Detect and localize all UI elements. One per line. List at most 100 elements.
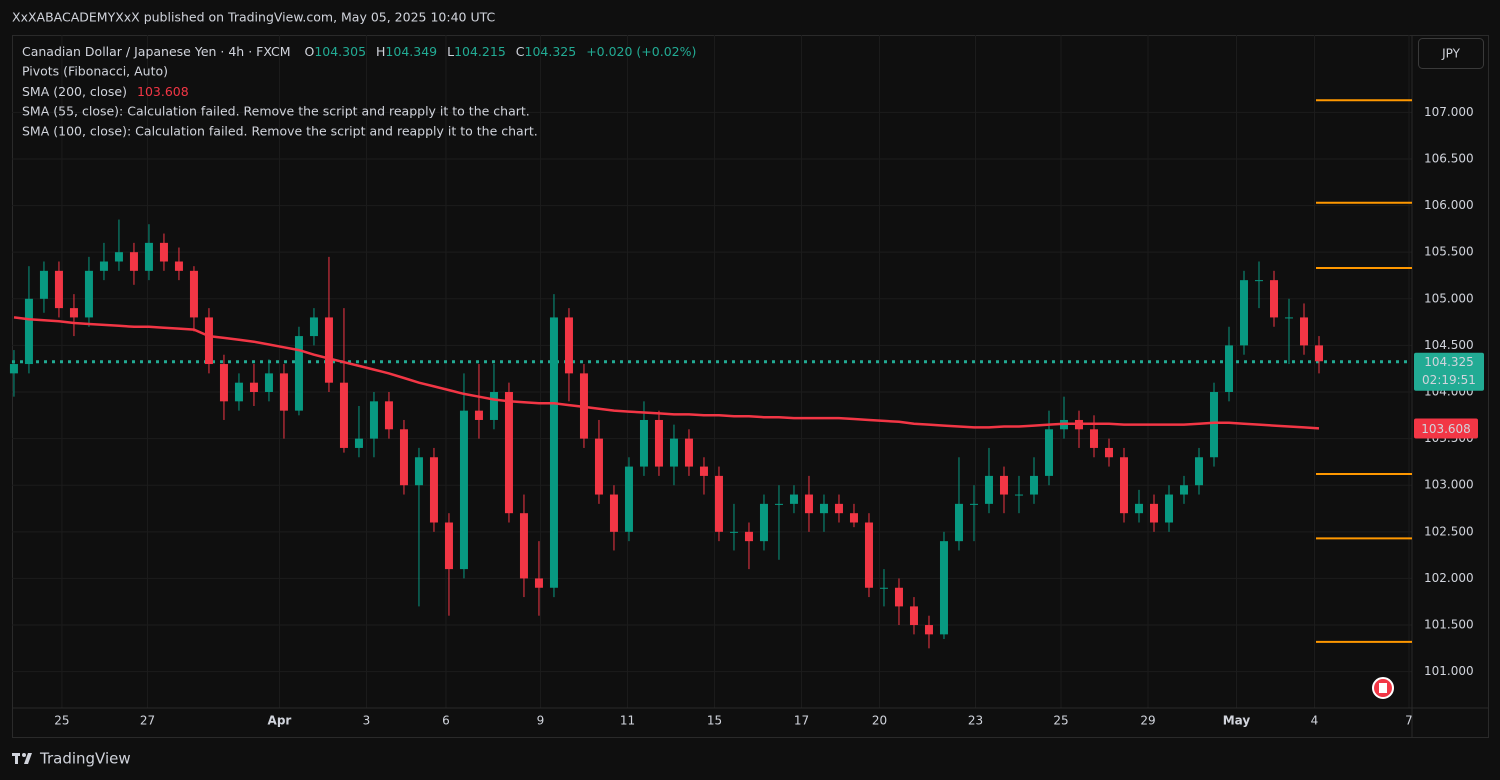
candle-body [1044,429,1053,476]
candle-body [414,457,423,486]
candle-body [714,475,723,532]
x-tick-label: 20 [872,714,887,728]
candle-body [609,494,618,532]
x-tick-label: 3 [363,714,371,728]
indicator[interactable]: Pivots (Fibonacci, Auto) [22,64,168,79]
candle-body [309,317,318,337]
candle-body [144,242,153,271]
flag-icon-center [1379,683,1387,693]
candle-body [939,541,948,635]
candle-body [594,438,603,495]
candle-body [984,475,993,504]
brand-logo [12,753,32,764]
plot: 101.000101.500102.000102.500103.000103.5… [9,35,1488,737]
x-tick-label: May [1223,714,1251,728]
candle-body [264,373,273,393]
candle-body [849,513,858,523]
logo-part [22,753,26,757]
candle-body [1029,475,1038,495]
candle-body [1194,457,1203,486]
candle-body [774,503,783,505]
x-tick-label: 6 [442,714,450,728]
candle-body [234,382,243,402]
candle-body [729,531,738,533]
candle-body [294,336,303,411]
currency: JPY [1441,47,1461,61]
candle-body [369,401,378,439]
candle-body [159,242,168,262]
candle-body [894,587,903,607]
candle-body [129,252,138,271]
candle-body [384,401,393,430]
candle-body [1014,494,1023,496]
candle-body [279,373,288,411]
candle-body [1254,280,1263,282]
candle-body [1269,280,1278,318]
candle-body [624,466,633,532]
brand: TradingView [39,750,131,768]
candle-body [699,466,708,476]
candle-body [564,317,573,374]
y-tick-label: 102.000 [1424,571,1474,585]
candle-body [864,522,873,588]
candle-body [969,503,978,505]
ohlc-value: 104.325 [525,44,577,59]
sma-box [1414,418,1478,439]
logo-part [15,753,18,764]
candle-body [1134,503,1143,514]
candle-body [339,382,348,448]
candle-body [1224,345,1233,393]
candle-body [999,475,1008,495]
x-tick-label: 11 [620,714,635,728]
y-tick-label: 106.500 [1424,151,1474,165]
candle-body [249,382,258,393]
candle-body [189,270,198,318]
candle-body [804,494,813,514]
logo-part [24,753,32,764]
x-tick-label: 25 [1053,714,1068,728]
ohlc-label: H [376,44,385,59]
x-tick-label: 7 [1405,714,1413,728]
candle-body [519,513,528,579]
candle-body [924,625,933,635]
candle-body [69,308,78,318]
ohlc-label: O [304,44,314,59]
candle-body [954,503,963,542]
y-tick-label: 101.000 [1424,664,1474,678]
candle-body [1209,392,1218,458]
candle-body [909,606,918,626]
candle-body [834,503,843,514]
candle-body [1164,494,1173,523]
ohlc-value: 104.349 [385,44,437,59]
candle-body [879,587,888,589]
symbol: Canadian Dollar / Japanese Yen · 4h · FX… [22,44,291,59]
legend: Canadian Dollar / Japanese Yen · 4h · FX… [22,44,696,139]
currency-button[interactable] [1418,38,1484,69]
ohlc-label: C [516,44,525,59]
x-tick-label: 27 [140,714,155,728]
y-tick-label: 102.500 [1424,524,1474,538]
candle-body [504,392,513,514]
x-tick-label: 15 [707,714,722,728]
countdown: 02:19:51 [1422,373,1476,387]
candle-body [354,438,363,448]
candle-body [54,270,63,309]
candle-body [99,261,108,271]
candle-body [39,270,48,299]
candle-body [429,457,438,523]
candle-body [204,317,213,365]
candle-body [1239,280,1248,346]
indicator[interactable]: SMA (200, close) 103.608 [22,84,189,99]
indicator[interactable]: SMA (100, close): Calculation failed. Re… [22,124,538,139]
indicator[interactable]: SMA (55, close): Calculation failed. Rem… [22,104,530,119]
y-tick-label: 107.000 [1424,105,1474,119]
sma-value: 103.608 [137,84,189,99]
publisher: XxXABACADEMYXxX published on TradingView… [12,10,496,25]
candle-body [84,270,93,318]
candle-body [1149,503,1158,523]
x-tick-label: Apr [268,714,292,728]
candle-body [654,419,663,467]
candle-body [444,522,453,570]
candle-body [684,438,693,467]
frame [12,35,1489,738]
